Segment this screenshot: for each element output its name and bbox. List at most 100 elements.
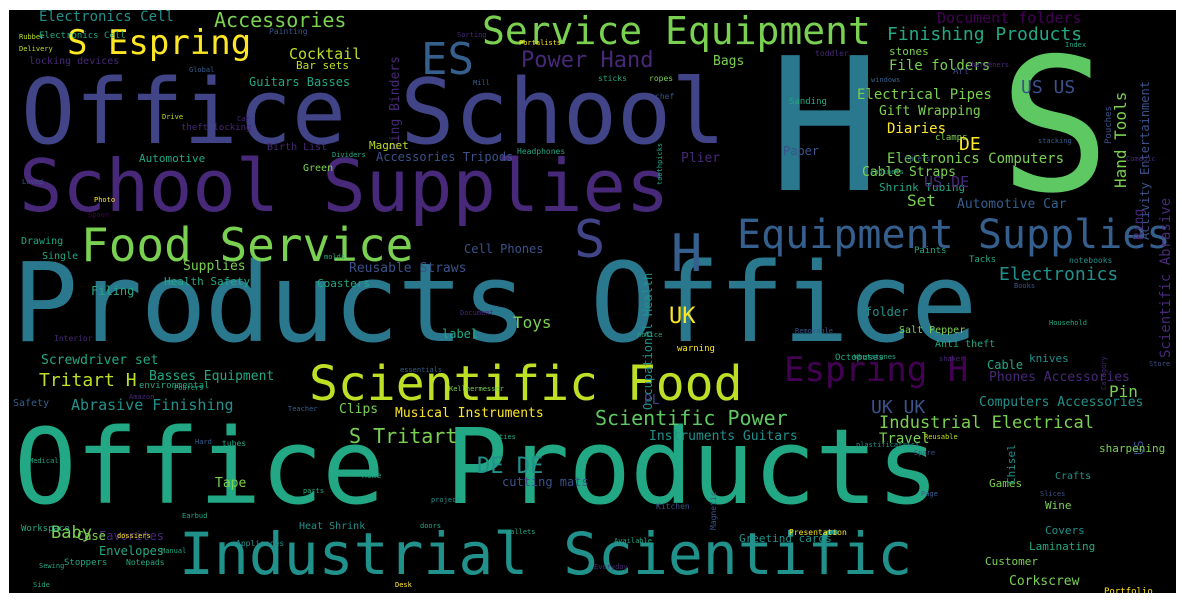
word: tubes <box>222 439 247 448</box>
word: Baby <box>51 523 92 543</box>
word: DE <box>959 134 981 155</box>
word: Shrink Tubing <box>879 181 966 194</box>
word: Scientific Food <box>309 356 743 412</box>
word: US US <box>1021 77 1076 98</box>
word: Health Safety <box>164 275 251 288</box>
word: Tacks <box>969 255 997 265</box>
word: H <box>671 224 703 284</box>
word: Electrical Pipes <box>857 87 992 103</box>
word: Case <box>77 529 106 543</box>
word: Office Products <box>14 406 939 528</box>
word: Painting <box>269 27 308 36</box>
word: Electronics Cell <box>39 10 174 25</box>
word: Automotive <box>139 152 206 165</box>
word: molds <box>324 253 346 261</box>
word: Birth List <box>267 142 328 153</box>
word: Home <box>362 471 382 480</box>
word: Heat Shrink <box>299 521 366 532</box>
word: Headphones <box>517 147 566 156</box>
word: Scientific Abrasive <box>1158 197 1174 358</box>
word: doors <box>420 522 442 530</box>
word: plastificatrici <box>856 441 920 449</box>
word: essentials <box>400 366 443 374</box>
word: toddler <box>815 49 849 58</box>
word: Salt Pepper <box>899 325 966 336</box>
word: stacking <box>1038 137 1072 145</box>
word: Musical Instruments <box>395 406 544 421</box>
word: Equipment Supplies <box>737 212 1171 258</box>
word: Sanding <box>789 97 827 107</box>
word: Bags <box>713 54 745 69</box>
word: notice <box>637 331 663 339</box>
word: Games <box>989 477 1023 490</box>
word: locking devices <box>29 56 120 67</box>
word: ties <box>499 433 516 441</box>
word: Page <box>921 490 938 498</box>
word: US DE <box>924 173 970 191</box>
word: Gift Wrapping <box>879 104 981 119</box>
word: Electronics Cell <box>39 31 126 41</box>
word: Spare <box>914 449 936 457</box>
word: Corkscrew <box>1009 574 1080 589</box>
word: Supplies <box>183 259 246 274</box>
word: Finishing Products <box>887 24 1083 45</box>
word: Electronics <box>999 264 1119 285</box>
word: Sorting <box>457 31 487 39</box>
word: Drive <box>162 113 184 121</box>
word: Basses Equipment <box>149 369 275 384</box>
word: Amazon <box>129 393 155 401</box>
word: Teacher <box>288 405 318 413</box>
word: windows <box>871 76 901 84</box>
word: Bar sets <box>296 59 349 72</box>
word: Rulers <box>905 155 931 163</box>
word: S <box>999 18 1111 234</box>
word: Accessories Tripods <box>376 150 514 164</box>
word: project <box>431 496 461 504</box>
word: ropes <box>649 74 674 83</box>
word: knives <box>1029 352 1069 365</box>
word: Workspace <box>21 524 70 534</box>
word: Favorites <box>99 529 165 543</box>
word: File folders <box>889 58 991 74</box>
word: theft locking <box>181 123 252 133</box>
word: Reusable Straws <box>349 261 467 276</box>
word: Plier <box>681 151 721 166</box>
word: Car <box>237 115 250 123</box>
word: Spoon <box>88 211 110 219</box>
word: wallets <box>506 528 536 536</box>
word: Notepads <box>126 558 165 567</box>
word: Paints <box>914 246 947 256</box>
word: Diaries <box>887 121 947 137</box>
word: Computers Accessories <box>979 395 1144 410</box>
word: Office School <box>21 60 726 165</box>
word: Kellnermesser <box>449 385 504 393</box>
word: Crafts <box>1055 471 1092 482</box>
word: Ring Binders <box>388 56 403 150</box>
word: Laminating <box>1029 540 1096 553</box>
word: Food Service <box>81 218 414 272</box>
word: Paper <box>783 144 820 158</box>
word: Espring H <box>784 350 969 390</box>
word: Single <box>42 251 79 262</box>
word: Green <box>303 163 334 174</box>
word: chef <box>655 92 675 101</box>
word: Magnet <box>369 139 409 152</box>
word: warning <box>677 344 715 354</box>
word: S Tritart <box>349 424 458 448</box>
word: PL <box>644 393 660 408</box>
word: Magnetic <box>709 491 718 530</box>
word: Presentation <box>789 528 847 537</box>
word: Accessories <box>214 10 347 32</box>
word: notebooks <box>1069 256 1113 265</box>
word: Index <box>1065 41 1087 49</box>
word: Travel <box>879 431 930 447</box>
word: Mill <box>473 79 490 87</box>
word: Coasters <box>317 277 370 290</box>
word: Occupational Health <box>641 272 655 410</box>
word: Pouches <box>1104 106 1114 144</box>
word: Abrasive Finishing <box>71 396 234 414</box>
word: Stoppers <box>64 558 108 568</box>
word: Service Equipment <box>482 10 871 53</box>
word: Store <box>1149 360 1171 368</box>
word: label <box>442 327 479 341</box>
